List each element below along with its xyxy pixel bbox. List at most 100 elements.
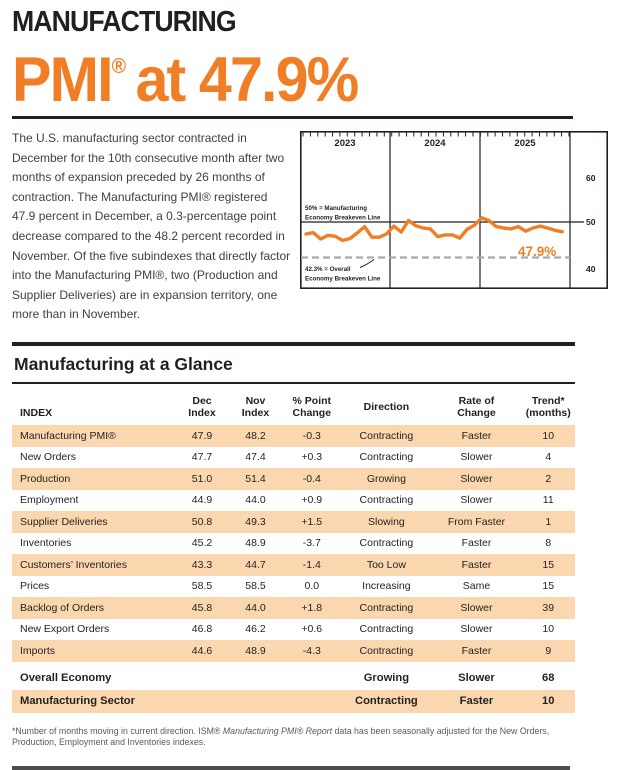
cell-direction: Contracting [341,689,432,713]
cell-direction: Contracting [341,425,432,447]
intro-section: 2023 2024 2025 60 50 40 50% = Manufactur… [12,129,608,325]
cell-index: Employment [20,494,79,507]
section-divider [12,342,575,346]
summary-row: Manufacturing Sector Contracting Faster 10 [12,689,575,713]
cell-trend-months: 9 [521,640,575,662]
cell-nov-index: 47.4 [245,451,266,464]
glance-table-header: INDEX Dec Index Nov Index % Point Change… [12,387,575,425]
cell-rate-of-change: Faster [461,537,492,550]
current-pmi-label: 47.9% [518,244,556,259]
cell-index: Imports [12,640,176,662]
cell-direction: Contracting [359,451,414,464]
cell-dec-index: 51.0 [175,468,229,490]
breakeven-pointer [359,259,375,269]
cell-pct-point-change: +1.5 [282,511,342,533]
cell-rate-of-change: Slower [460,451,493,464]
year-label: 2023 [334,138,355,149]
cell-direction: Contracting [359,623,414,636]
table-row: Manufacturing PMI® 47.9 48.2 -0.3 Contractin… [12,425,575,447]
table-row: Employment 44.9 44.0 +0.9 Contracting Slower 1… [12,490,575,512]
table-row: Inventories 45.2 48.9 -3.7 Contracting Faster… [12,533,575,555]
cell-trend-months: 15 [542,580,555,593]
cell-rate-of-change: Faster [431,689,522,713]
cell-pct-point-change: 0.0 [304,580,320,593]
table-row: Prices 58.5 58.5 0.0 Increasing Same 15 [12,576,575,598]
cell-nov-index: 48.2 [228,425,283,447]
cell-index: Inventories [20,537,72,550]
cell-trend-months: 10 [521,689,575,713]
footnote-text: *Number of months moving in current dire… [12,725,223,736]
cell-direction: Contracting [341,640,432,662]
cell-dec-index [175,667,228,690]
cell-trend-months: 10 [542,623,555,636]
footnote: *Number of months moving in current dire… [12,726,575,750]
cell-index: Prices [20,580,50,593]
table-row: Imports 44.6 48.9 -4.3 Contracting Faster 9 [12,640,575,662]
intro-paragraph: The U.S. manufacturing sector contracted… [12,131,291,322]
column-header-index: INDEX [20,406,53,419]
cell-nov-index: 48.9 [228,640,283,662]
cell-direction: Growing [363,672,410,684]
cell-pct-point-change: +0.9 [301,494,323,507]
cell-index: Production [12,468,176,490]
cell-index: Overall Economy [20,672,112,684]
cell-index: Backlog of Orders [12,597,176,619]
registered-mark: ® [111,55,127,78]
row-gap [12,661,575,667]
cell-dec-index: 58.5 [191,580,213,593]
cell-direction: Contracting [359,537,414,550]
cell-rate-of-change: Faster [431,640,522,662]
pmi-trend-chart: 2023 2024 2025 60 50 40 50% = Manufactur… [300,131,608,290]
cell-direction: Contracting [341,597,432,619]
section-rule [12,382,575,384]
summary-row: Overall Economy Growing Slower 68 [12,667,575,690]
cell-pct-point-change: -4.3 [282,640,342,662]
cell-pct-point-change: -0.3 [282,425,342,447]
cell-nov-index: 48.9 [245,537,266,550]
cell-trend-months: 2 [521,468,575,490]
table-row: Customers’ Inventories 43.3 44.7 -1.4 Too Lo… [12,554,575,576]
cell-index: New Export Orders [20,623,110,636]
title-value: at 47.9% [135,45,359,116]
cell-trend-months: 4 [545,451,552,464]
cell-direction: Increasing [362,580,411,593]
pmi-word: PMI [12,45,114,116]
cell-dec-index: 46.8 [191,623,213,636]
cell-direction: Slowing [341,511,432,533]
cell-nov-index: 49.3 [228,511,283,533]
report-kicker: MANUFACTURING [12,6,237,38]
cell-nov-index: 46.2 [245,623,266,636]
cell-rate-of-change: Faster [431,554,522,576]
cell-trend-months: 11 [542,494,554,507]
cell-nov-index [228,689,283,713]
table-row: Supplier Deliveries 50.8 49.3 +1.5 Slowing Fr… [12,511,575,533]
cell-nov-index: 58.5 [245,580,266,593]
bottom-rule [12,766,570,770]
chart-container: 2023 2024 2025 60 50 40 50% = Manufactur… [300,131,608,290]
cell-trend-months: 1 [521,511,575,533]
cell-direction: Growing [341,468,432,490]
cell-rate-of-change: Slower [460,623,493,636]
table-row: Production 51.0 51.4 -0.4 Growing Slower 2 [12,468,575,490]
year-label: 2025 [514,138,536,149]
cell-index: Supplier Deliveries [12,511,176,533]
cell-nov-index: 51.4 [228,468,283,490]
cell-dec-index: 44.6 [175,640,229,662]
footnote-italic-title: Manufacturing PMI® Report [222,725,333,736]
month-ticks [302,132,570,137]
table-row: New Export Orders 46.8 46.2 +0.6 Contracting… [12,619,575,641]
breakeven-50-label: Economy Breakeven Line [305,215,381,222]
column-header-rate-of-change: Rate of Change [457,395,496,419]
cell-dec-index: 44.9 [191,494,213,507]
table-row: New Orders 47.7 47.4 +0.3 Contracting Slower 4 [12,447,575,469]
y-axis-tick-label: 40 [586,264,596,274]
cell-dec-index: 47.9 [175,425,229,447]
pmi-line [304,216,564,243]
cell-nov-index: 44.0 [245,494,266,507]
cell-pct-point-change: +0.3 [301,451,323,464]
y-axis-tick-label: 60 [586,173,596,183]
glance-table: INDEX Dec Index Nov Index % Point Change… [12,387,575,713]
cell-trend-months: 15 [521,554,575,576]
table-row: Backlog of Orders 45.8 44.0 +1.8 Contracting… [12,597,575,619]
